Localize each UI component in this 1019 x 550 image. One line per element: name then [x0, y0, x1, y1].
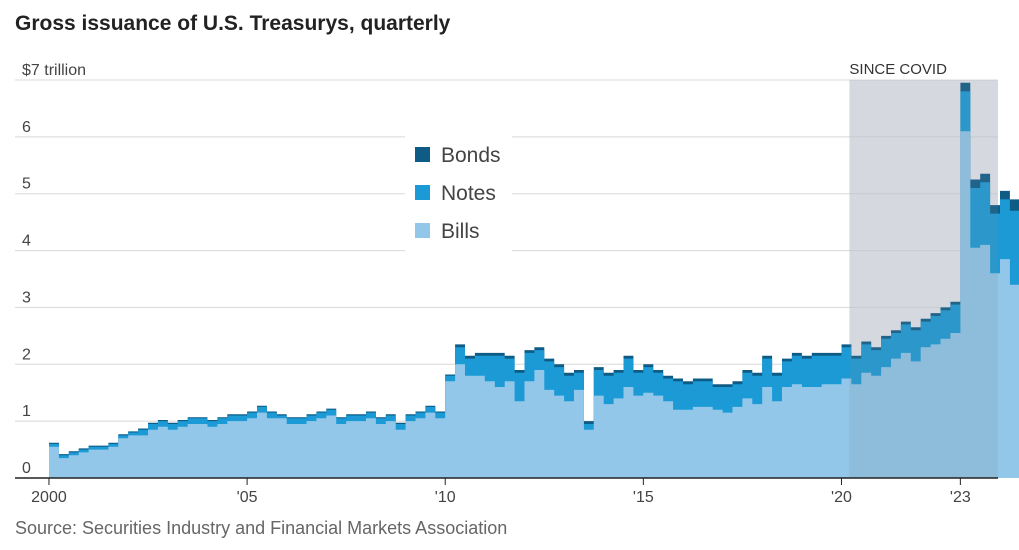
- legend: Bonds Notes Bills: [405, 134, 512, 254]
- x-tick-label: '23: [950, 489, 971, 506]
- y-tick-label: 2: [22, 346, 31, 363]
- source-note: Source: Securities Industry and Financia…: [15, 518, 508, 538]
- legend-swatch-notes: [415, 185, 430, 200]
- series-bills-area: [49, 131, 1019, 478]
- y-tick-label: 0: [22, 460, 31, 477]
- y-tick-label: 3: [22, 289, 31, 306]
- covid-annotation: SINCE COVID: [849, 61, 947, 78]
- legend-swatch-bills: [415, 223, 430, 238]
- y-tick-label: $7 trillion: [22, 62, 86, 79]
- legend-label-bonds: Bonds: [441, 144, 501, 167]
- y-tick-label: 5: [22, 176, 31, 193]
- legend-swatch-bonds: [415, 147, 430, 162]
- x-tick-label: 2000: [31, 489, 67, 506]
- x-tick-label: '15: [633, 489, 654, 506]
- chart-title: Gross issuance of U.S. Treasurys, quarte…: [15, 12, 451, 35]
- series-notes-area: [49, 91, 1019, 478]
- legend-label-notes: Notes: [441, 182, 496, 205]
- y-tick-label: 1: [22, 403, 31, 420]
- covid-overlay: [849, 80, 998, 478]
- x-tick-label: '05: [237, 489, 258, 506]
- x-tick-label: '10: [435, 489, 456, 506]
- x-tick-label: '20: [831, 489, 852, 506]
- y-tick-label: 6: [22, 119, 31, 136]
- y-tick-label: 4: [22, 233, 31, 250]
- legend-label-bills: Bills: [441, 220, 480, 243]
